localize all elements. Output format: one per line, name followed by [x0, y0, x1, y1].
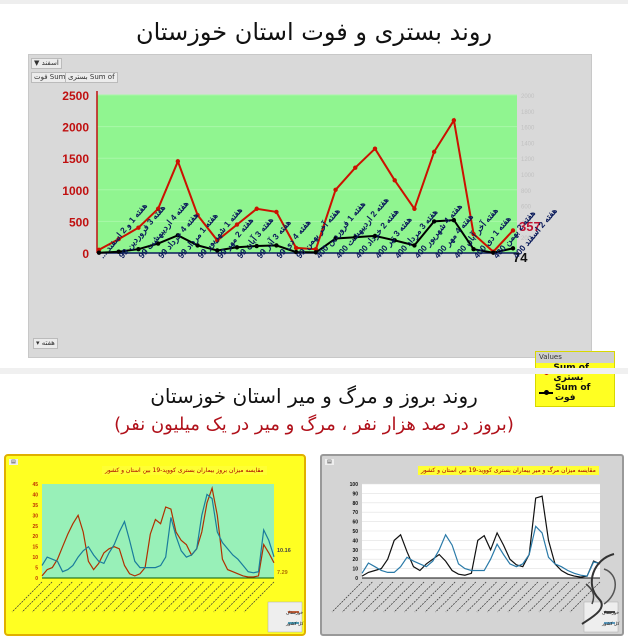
chart-tag: ▤: [9, 459, 18, 465]
svg-text:60: 60: [352, 520, 358, 526]
svg-text:45: 45: [32, 482, 38, 488]
svg-text:10: 10: [32, 555, 38, 561]
section-divider: [0, 368, 628, 374]
svg-text:2000: 2000: [62, 121, 89, 135]
svg-text:25: 25: [32, 524, 38, 530]
svg-text:80: 80: [352, 501, 358, 507]
svg-text:400: 400: [521, 220, 532, 226]
svg-text:600: 600: [521, 205, 532, 211]
axis-field-button[interactable]: هفته ▾: [33, 338, 58, 349]
svg-text:20: 20: [352, 557, 358, 563]
svg-text:30: 30: [32, 513, 38, 519]
svg-text:100: 100: [350, 482, 359, 488]
svg-text:1400: 1400: [521, 141, 535, 147]
main-title: روند بستری و فوت استان خوزستان: [135, 18, 493, 46]
svg-text:1800: 1800: [521, 110, 535, 116]
section2-title: روند بروز و مرگ و میر استان خوزستان: [150, 384, 478, 408]
svg-text:200: 200: [521, 236, 532, 242]
admissions-deaths-chart: 0 500 1000 1500 2000 2500 200 400 600 800 1000 1200…: [62, 89, 559, 265]
filter-button[interactable]: اسفند ▼: [31, 58, 62, 69]
svg-text:2000: 2000: [521, 94, 535, 100]
svg-text:کل کشور: کل کشور: [601, 621, 620, 627]
svg-text:70: 70: [352, 510, 358, 516]
top-border: [0, 0, 628, 4]
svg-text:1000: 1000: [521, 173, 535, 179]
svg-text:90: 90: [352, 491, 358, 497]
svg-text:74: 74: [513, 250, 528, 265]
svg-text:5: 5: [35, 566, 38, 572]
mortality-chart-title: مقایسه میزان مرگ و میر بیماران بستری کوو…: [418, 466, 599, 475]
pivot-chart-panel: اسفند ▼ Sum of فوت Sum of بستری هفته ▾ 0…: [28, 54, 615, 407]
filter-icon: ▼: [34, 59, 40, 67]
svg-text:1200: 1200: [521, 157, 535, 163]
svg-text:0: 0: [35, 576, 38, 582]
svg-text:40: 40: [352, 538, 358, 544]
legend-item-deaths: Sum of فوت: [536, 383, 614, 403]
mortality-plot: 0 10 20 30 40 50 60 70 80 90 100 خوزستان کل کشور: [331, 482, 620, 633]
field-button-admissions[interactable]: Sum of بستری: [65, 72, 118, 83]
svg-text:0: 0: [82, 247, 89, 261]
svg-text:35: 35: [32, 503, 38, 509]
section2-subtitle: (بروز در صد هزار نفر ، مرگ و میر در یک م…: [114, 414, 514, 435]
svg-text:10: 10: [352, 567, 358, 573]
svg-text:15: 15: [32, 545, 38, 551]
svg-text:1500: 1500: [62, 152, 89, 166]
svg-text:10.16: 10.16: [277, 548, 291, 554]
svg-text:7.29: 7.29: [277, 570, 288, 576]
svg-text:500: 500: [69, 215, 89, 229]
svg-text:40: 40: [32, 492, 38, 498]
mortality-comparison-chart: ▤ مقایسه میزان مرگ و میر بیماران بستری ک…: [320, 454, 624, 636]
incidence-plot: 0 5 10 15 20 25 30 35 40 45 خوزستان کل کشور 7.29 10.1…: [11, 482, 304, 633]
svg-text:کل کشور: کل کشور: [285, 621, 304, 627]
chart-tag: ▤: [325, 459, 334, 465]
black-line-marker-icon: [539, 390, 553, 395]
svg-text:1000: 1000: [62, 184, 89, 198]
svg-text:20: 20: [32, 534, 38, 540]
watermark-logo-icon: [581, 553, 616, 625]
svg-text:0: 0: [355, 576, 358, 582]
svg-text:2500: 2500: [62, 89, 89, 103]
svg-text:1600: 1600: [521, 126, 535, 132]
svg-text:30: 30: [352, 548, 358, 554]
incidence-chart-title: مقایسه میزان بروز بیماران بستری کووید-19…: [102, 466, 267, 475]
legend-header: Values: [536, 352, 614, 363]
svg-text:خوزستان: خوزستان: [286, 610, 303, 616]
incidence-comparison-chart: ▤ مقایسه میزان بروز بیماران بستری کووید-…: [4, 454, 306, 636]
svg-text:خوزستان: خوزستان: [602, 610, 619, 616]
svg-text:357: 357: [519, 219, 541, 234]
svg-text:50: 50: [352, 529, 358, 535]
svg-text:800: 800: [521, 189, 532, 195]
